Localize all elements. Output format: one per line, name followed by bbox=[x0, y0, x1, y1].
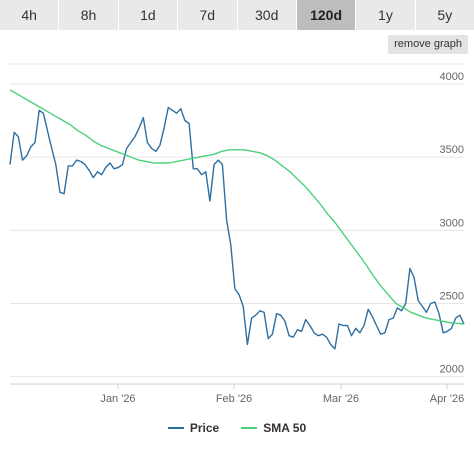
tab-120d[interactable]: 120d bbox=[296, 0, 357, 30]
y-tick-label: 2500 bbox=[440, 291, 464, 303]
y-tick-label: 3000 bbox=[440, 217, 464, 229]
tab-30d[interactable]: 30d bbox=[237, 0, 297, 30]
tab-4h[interactable]: 4h bbox=[0, 0, 60, 30]
y-tick-label: 4000 bbox=[440, 71, 464, 83]
series-line-sma-50 bbox=[9, 89, 465, 325]
x-tick-label: Mar '26 bbox=[323, 393, 359, 405]
legend-label: Price bbox=[189, 421, 220, 435]
x-tick-label: Apr '26 bbox=[430, 393, 465, 405]
y-tick-label: 3500 bbox=[440, 144, 464, 156]
tab-5y[interactable]: 5y bbox=[415, 0, 474, 30]
price-chart: 2000 2500 3000 3500 4000 Jan '26 Feb '26 Mar '2… bbox=[9, 63, 465, 405]
remove-graph-button[interactable]: remove graph bbox=[388, 35, 468, 54]
y-tick-label: 2000 bbox=[440, 364, 464, 376]
legend-item-sma-50[interactable]: SMA 50 bbox=[241, 421, 306, 435]
chart-legend: Price SMA 50 bbox=[0, 421, 474, 435]
x-tick-label: Jan '26 bbox=[100, 393, 135, 405]
legend-line-icon bbox=[167, 427, 184, 429]
legend-item-price[interactable]: Price bbox=[167, 421, 220, 435]
tab-7d[interactable]: 7d bbox=[178, 0, 238, 30]
tab-1y[interactable]: 1y bbox=[356, 0, 416, 30]
series-line-price bbox=[9, 106, 465, 350]
timeframe-tabs: 4h 8h 1d 7d 30d 120d 1y 5y bbox=[0, 0, 474, 30]
tab-8h[interactable]: 8h bbox=[59, 0, 119, 30]
x-tick-label: Feb '26 bbox=[216, 393, 252, 405]
legend-label: SMA 50 bbox=[263, 421, 307, 435]
legend-line-icon bbox=[241, 427, 258, 429]
tab-1d[interactable]: 1d bbox=[118, 0, 179, 30]
